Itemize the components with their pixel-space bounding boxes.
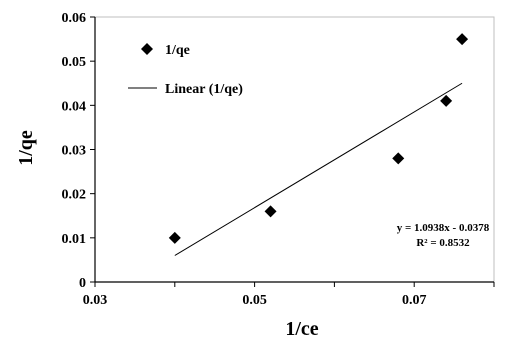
y-tick-label: 0.06 xyxy=(62,11,87,26)
y-tick-label: 0.01 xyxy=(62,232,87,247)
x-tick-label: 0.03 xyxy=(83,293,108,308)
y-tick-label: 0.02 xyxy=(62,188,87,203)
y-tick-label: 0 xyxy=(79,276,86,291)
x-axis-title: 1/ce xyxy=(285,318,318,340)
y-axis-title: 1/qe xyxy=(15,130,37,166)
legend-label-series: 1/qe xyxy=(165,43,190,58)
y-tick-label: 0.05 xyxy=(62,55,87,70)
plot-area-border xyxy=(94,16,495,283)
data-point xyxy=(440,94,453,107)
x-tick-label: 0.05 xyxy=(242,293,267,308)
trendline xyxy=(174,82,463,256)
legend: 1/qe Linear (1/qe) xyxy=(128,43,243,97)
legend-label-trendline: Linear (1/qe) xyxy=(165,82,243,97)
y-tick-label: 0.04 xyxy=(62,99,87,114)
trendline-equation: y = 1.0938x - 0.0378 xyxy=(397,222,490,234)
y-tick-label: 0.03 xyxy=(62,144,87,159)
data-point xyxy=(456,33,469,46)
data-point xyxy=(264,205,277,218)
x-tick-label: 0.07 xyxy=(402,293,427,308)
data-point xyxy=(392,152,405,165)
r-squared-label: R² = 0.8532 xyxy=(416,237,470,249)
legend-marker-diamond xyxy=(141,43,153,55)
data-point xyxy=(168,231,181,244)
